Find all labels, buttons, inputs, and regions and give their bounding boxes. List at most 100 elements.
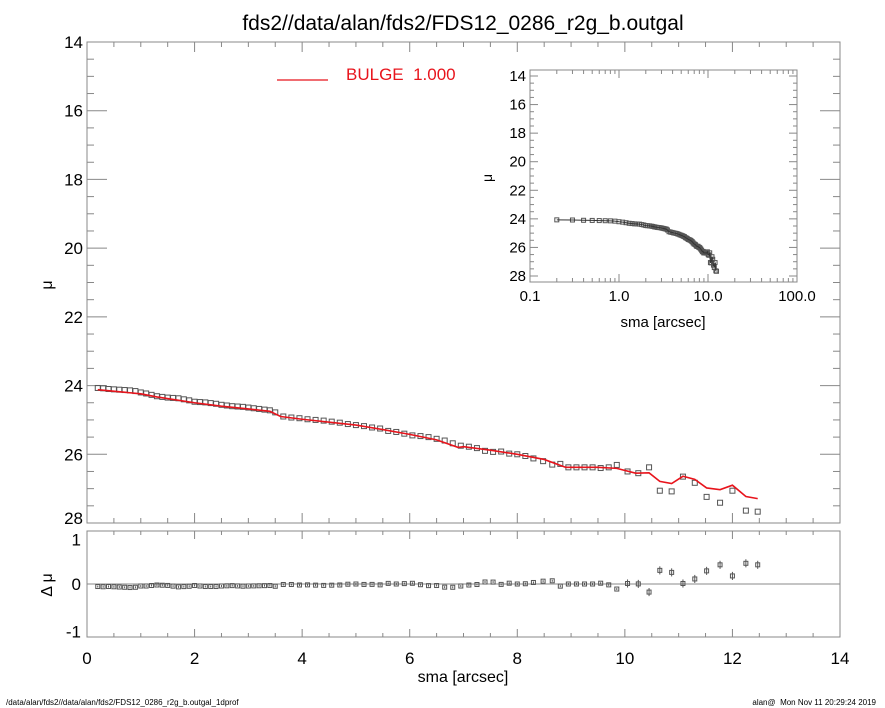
y-tick-label: 18 bbox=[509, 125, 526, 142]
x-tick-label: 12 bbox=[723, 649, 742, 668]
x-tick-label: 10 bbox=[615, 649, 634, 668]
y-tick-label: 26 bbox=[509, 239, 526, 256]
figure-title: fds2//data/alan/fds2/FDS12_0286_r2g_b.ou… bbox=[242, 12, 683, 35]
x-tick-label: 6 bbox=[405, 649, 414, 668]
data-point bbox=[490, 448, 497, 455]
residual-point bbox=[625, 580, 631, 586]
residual-point bbox=[305, 582, 311, 588]
residual-point bbox=[122, 584, 128, 590]
residual-point bbox=[729, 573, 735, 579]
residual-point bbox=[442, 584, 448, 590]
residual-point bbox=[635, 581, 641, 587]
residual-point bbox=[458, 583, 464, 589]
inset-profile-line bbox=[556, 219, 717, 272]
data-point bbox=[742, 507, 749, 514]
residual-point bbox=[434, 583, 440, 589]
residual-point bbox=[717, 562, 723, 568]
residual-point bbox=[426, 583, 432, 589]
y-tick-label: 1 bbox=[72, 531, 81, 550]
data-point bbox=[668, 488, 675, 495]
residual-point bbox=[466, 582, 472, 588]
residual-point bbox=[229, 583, 235, 589]
residual-point bbox=[329, 582, 335, 588]
residual-point bbox=[393, 581, 399, 587]
data-point bbox=[457, 442, 464, 449]
residual-point bbox=[138, 583, 144, 589]
residual-point bbox=[240, 583, 246, 589]
residual-point bbox=[280, 582, 286, 588]
residual-point bbox=[506, 580, 512, 586]
inset-xlabel: sma [arcsec] bbox=[620, 314, 705, 331]
residual-point bbox=[313, 582, 319, 588]
residual-point bbox=[369, 581, 375, 587]
y-tick-label: 22 bbox=[64, 308, 83, 327]
residual-point bbox=[361, 581, 367, 587]
data-point bbox=[656, 487, 663, 494]
residual-point bbox=[235, 583, 241, 589]
x-tick-label: 10.0 bbox=[693, 288, 722, 305]
residual-point bbox=[111, 584, 117, 590]
y-tick-label: 0 bbox=[72, 575, 81, 594]
data-point bbox=[613, 461, 620, 468]
residual-point bbox=[149, 583, 155, 589]
residual-point bbox=[143, 583, 149, 589]
inset-ylabel: μ bbox=[479, 174, 495, 182]
residual-point bbox=[755, 562, 761, 568]
residual-point bbox=[401, 581, 407, 587]
residual-point bbox=[606, 582, 612, 588]
x-tick-label: 0 bbox=[82, 649, 91, 668]
residual-point bbox=[669, 569, 675, 575]
x-tick-label: 4 bbox=[297, 649, 306, 668]
x-tick-label: 14 bbox=[831, 649, 850, 668]
residual-point bbox=[197, 583, 203, 589]
residual-point bbox=[557, 583, 563, 589]
residual-point bbox=[385, 580, 391, 586]
residual-ylabel: Δ μ bbox=[39, 573, 56, 596]
y-tick-label: -1 bbox=[66, 622, 81, 641]
residual-point bbox=[127, 585, 133, 591]
residual-point bbox=[614, 586, 620, 592]
residual-point bbox=[450, 584, 456, 590]
residual-point bbox=[100, 584, 106, 590]
y-tick-label: 28 bbox=[64, 509, 83, 528]
residual-point bbox=[582, 581, 588, 587]
residual-point bbox=[251, 583, 257, 589]
y-tick-label: 16 bbox=[64, 102, 83, 121]
residual-point bbox=[267, 583, 273, 589]
residual-point bbox=[498, 581, 504, 587]
residual-point bbox=[514, 581, 520, 587]
residual-point bbox=[598, 580, 604, 586]
y-tick-label: 28 bbox=[509, 268, 526, 285]
residual-point bbox=[590, 581, 596, 587]
legend: BULGE 1.000 bbox=[277, 65, 456, 84]
residual-point bbox=[224, 583, 230, 589]
residual-point bbox=[186, 583, 192, 589]
residual-point bbox=[208, 584, 214, 590]
residual-point bbox=[540, 578, 546, 584]
y-tick-label: 18 bbox=[64, 170, 83, 189]
x-tick-label: 100.0 bbox=[778, 288, 816, 305]
x-tick-label: 2 bbox=[190, 649, 199, 668]
residual-point bbox=[345, 581, 351, 587]
residual-point bbox=[132, 584, 138, 590]
residual-point bbox=[704, 568, 710, 574]
y-tick-label: 22 bbox=[509, 182, 526, 199]
residual-point bbox=[490, 579, 496, 585]
residual-point bbox=[95, 584, 101, 590]
residual-point bbox=[245, 583, 251, 589]
residual-point bbox=[549, 578, 555, 584]
residual-point bbox=[482, 579, 488, 585]
y-tick-label: 20 bbox=[509, 154, 526, 171]
inset-data-point bbox=[714, 268, 720, 274]
residual-point bbox=[202, 584, 208, 590]
legend-label: BULGE 1.000 bbox=[346, 65, 456, 84]
data-point bbox=[754, 508, 761, 515]
y-tick-label: 26 bbox=[64, 445, 83, 464]
main-xlabel: sma [arcsec] bbox=[418, 669, 509, 686]
y-tick-label: 16 bbox=[509, 97, 526, 114]
residual-point bbox=[170, 583, 176, 589]
residual-point bbox=[192, 583, 198, 589]
residual-point bbox=[646, 589, 652, 595]
residual-point bbox=[272, 583, 278, 589]
